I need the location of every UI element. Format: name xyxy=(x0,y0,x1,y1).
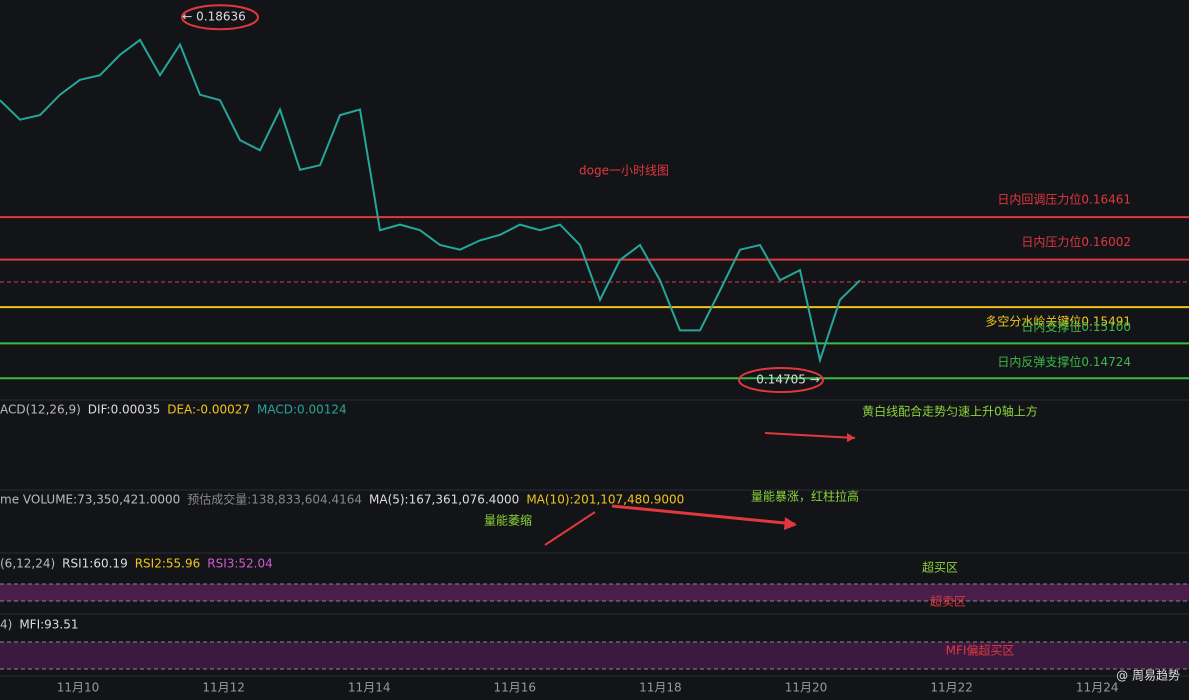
level-label: 日内反弹支撑位0.14724 xyxy=(997,354,1131,369)
arrow-head xyxy=(784,517,797,530)
annotation: 量能暴涨，红柱拉高 xyxy=(751,489,859,504)
highlight-ellipse xyxy=(181,4,259,31)
x-tick-label: 11月10 xyxy=(57,681,100,695)
indicator-header: (6,12,24) xyxy=(0,557,55,571)
high-label: ← 0.18636 xyxy=(182,10,246,24)
indicator-header: MACD:0.00124 xyxy=(257,403,347,417)
level-label: 多空分水岭关键位0.15491 xyxy=(985,314,1131,329)
annotation: 超卖区 xyxy=(930,594,966,609)
x-tick-label: 11月22 xyxy=(930,681,973,695)
indicator-header: 预估成交量:138,833,604.4164 xyxy=(187,492,362,507)
level-label: 日内压力位0.16002 xyxy=(1021,234,1131,249)
annotation: MFI偏超买区 xyxy=(946,643,1015,658)
x-tick-label: 11月24 xyxy=(1076,681,1119,695)
x-tick-label: 11月16 xyxy=(494,681,537,695)
indicator-header: DIF:0.00035 xyxy=(88,403,160,417)
indicator-header: ACD(12,26,9) xyxy=(0,403,81,417)
indicator-header: MFI:93.51 xyxy=(19,618,78,632)
watermark: @ 周易趋势 xyxy=(1116,669,1180,683)
arrow xyxy=(611,504,796,526)
x-tick-label: 11月14 xyxy=(348,681,391,695)
indicator-header: RSI2:55.96 xyxy=(135,557,201,571)
low-label: 0.14705 → xyxy=(756,373,820,387)
rsi-band xyxy=(0,584,1189,601)
level-label: 日内支撑位0.15100 xyxy=(1021,319,1131,334)
x-tick-label: 11月18 xyxy=(639,681,682,695)
x-tick-label: 11月20 xyxy=(785,681,828,695)
price-line xyxy=(0,38,861,364)
indicator-header: RSI1:60.19 xyxy=(62,557,128,571)
annotation: 超买区 xyxy=(922,560,958,575)
indicator-header: MA(5):167,361,076.4000 xyxy=(369,493,519,507)
x-tick-label: 11月12 xyxy=(202,681,245,695)
indicator-header: MA(10):201,107,480.9000 xyxy=(526,493,684,507)
indicator-header: me VOLUME:73,350,421.0000 xyxy=(0,493,180,507)
mfi-band xyxy=(0,642,1189,669)
chart-title: doge一小时线图 xyxy=(579,164,669,178)
indicator-header: DEA:-0.00027 xyxy=(167,403,250,417)
arrow xyxy=(544,511,596,546)
annotation: 量能萎缩 xyxy=(484,513,532,528)
annotation: 黄白线配合走势匀速上升0轴上方 xyxy=(862,404,1038,419)
highlight-ellipse xyxy=(738,367,824,394)
indicator-header: RSI3:52.04 xyxy=(207,557,273,571)
level-label: 日内回调压力位0.16461 xyxy=(997,192,1131,207)
arrow xyxy=(764,432,856,439)
indicator-header: 4) xyxy=(0,618,12,632)
arrow-head xyxy=(847,433,855,442)
